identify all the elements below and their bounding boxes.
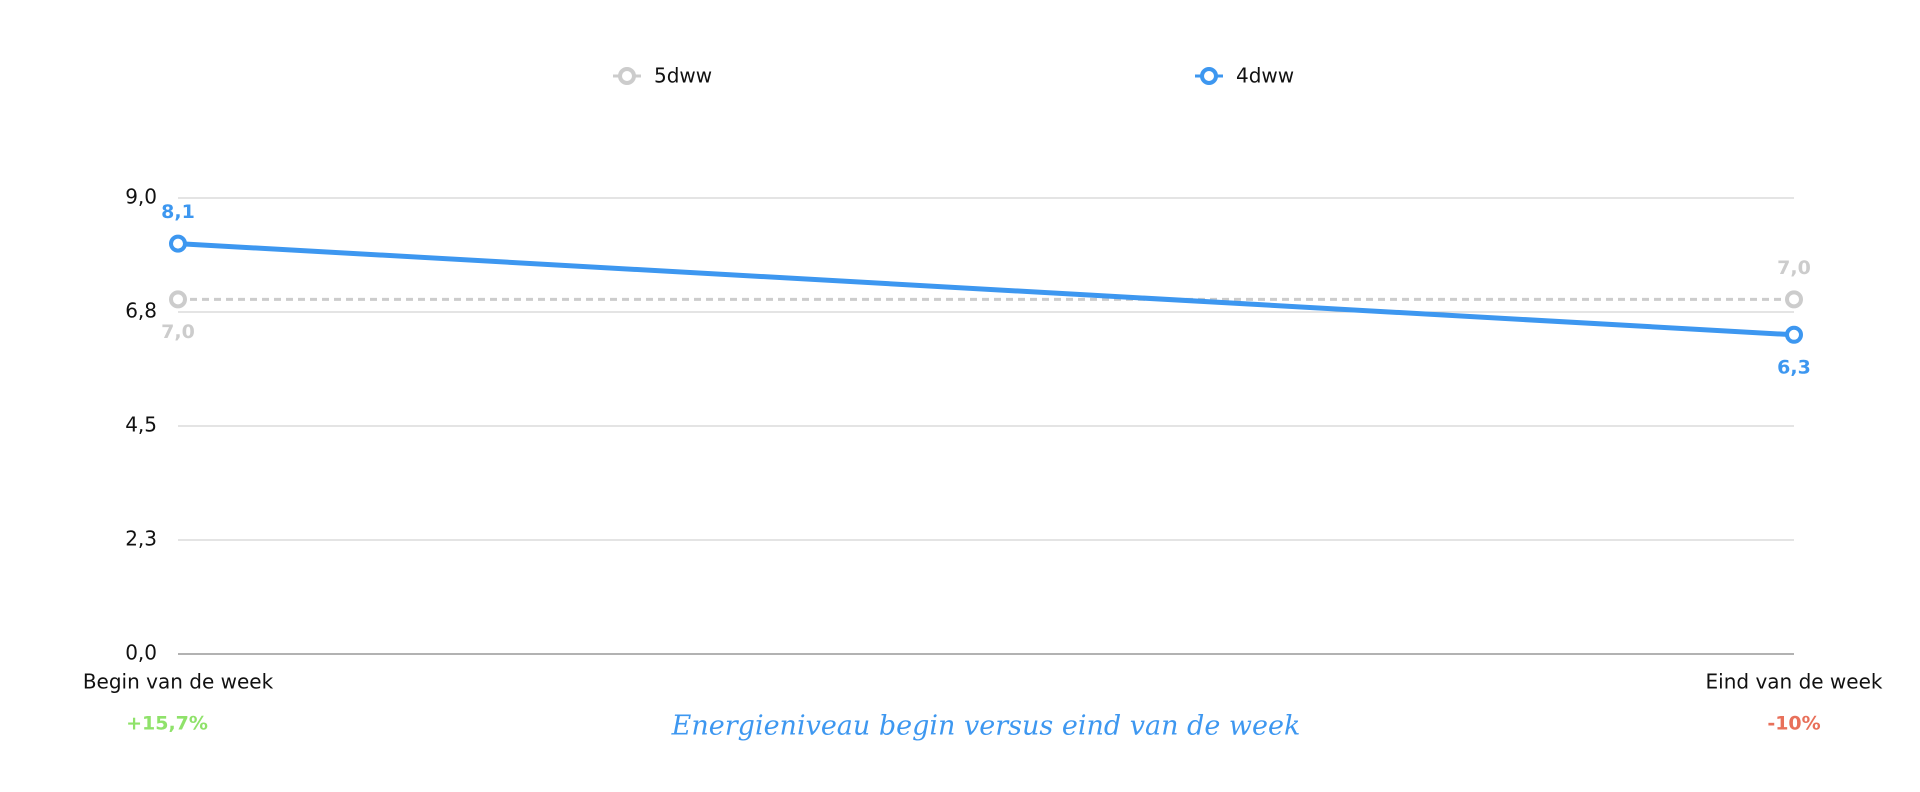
x-tick-label: Begin van de week bbox=[83, 670, 274, 694]
legend-label: 4dww bbox=[1236, 64, 1294, 88]
y-tick-label: 2,3 bbox=[125, 527, 157, 551]
annotation: -10% bbox=[1767, 713, 1820, 735]
x-tick-label: Eind van de week bbox=[1706, 670, 1883, 694]
y-tick-label: 4,5 bbox=[125, 413, 157, 437]
data-label: 7,0 bbox=[1777, 257, 1811, 279]
point bbox=[1785, 325, 1803, 344]
point bbox=[169, 234, 187, 253]
point bbox=[169, 290, 187, 309]
series-line bbox=[177, 241, 1795, 338]
y-tick-label: 0,0 bbox=[125, 641, 157, 665]
y-tick-label: 6,8 bbox=[125, 299, 157, 323]
point bbox=[1785, 290, 1803, 309]
data-label: 6,3 bbox=[1777, 356, 1811, 378]
data-label: 8,1 bbox=[161, 201, 195, 223]
legend-label: 5dww bbox=[654, 64, 712, 88]
y-tick-label: 9,0 bbox=[125, 185, 157, 209]
legend-swatch bbox=[1200, 67, 1218, 85]
chart-title: Energieniveau begin versus eind van de w… bbox=[671, 711, 1301, 742]
data-label: 7,0 bbox=[161, 321, 195, 343]
legend-swatch bbox=[618, 67, 636, 85]
annotation: +15,7% bbox=[126, 713, 208, 735]
